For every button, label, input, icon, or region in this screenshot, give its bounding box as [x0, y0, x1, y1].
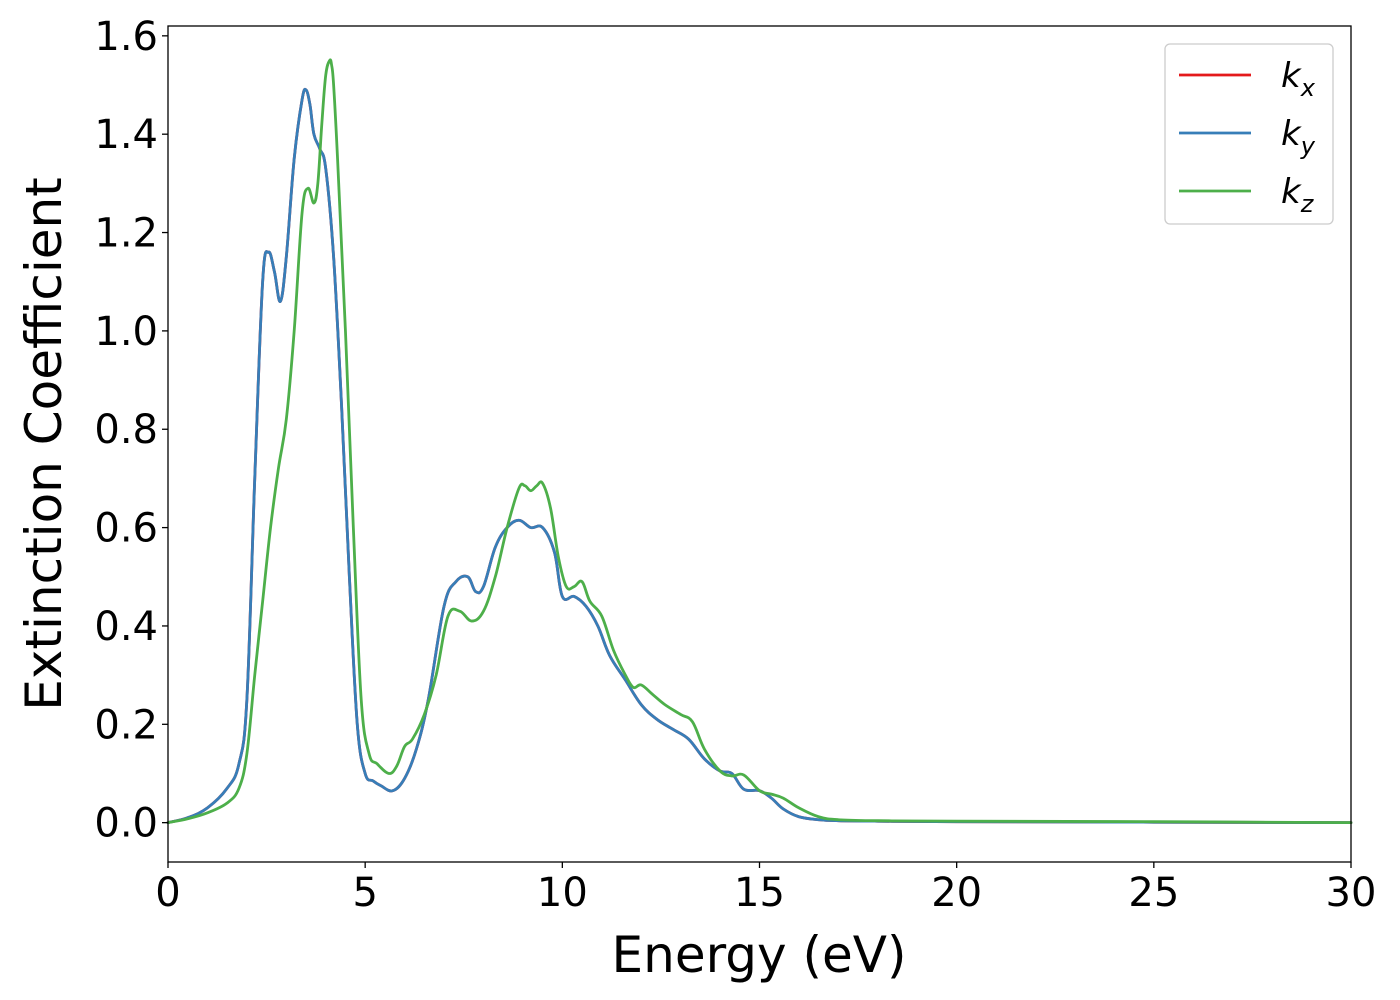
legend-label-y: ky	[1281, 114, 1316, 160]
x-tick-label: 25	[1128, 870, 1179, 916]
series-layer	[166, 58, 1353, 825]
y-tick-label: 1.0	[94, 309, 158, 355]
y-tick-label: 0.8	[94, 407, 158, 453]
y-tick-label: 0.6	[94, 506, 158, 552]
legend-label-z: kz	[1281, 172, 1315, 218]
y-tick-label: 0.4	[94, 604, 158, 650]
y-tick-label: 0.0	[94, 801, 158, 847]
x-tick-label: 20	[931, 870, 982, 916]
x-tick-label: 5	[352, 870, 377, 916]
legend-label-base: k	[1281, 114, 1302, 154]
y-axis-ticks: 0.0 0.2 0.4 0.6 0.8 1.0 1.2 1.4 1.6	[94, 14, 168, 847]
legend-label-x: kx	[1281, 56, 1316, 102]
x-tick-label: 15	[734, 870, 785, 916]
legend-label-base: k	[1281, 172, 1302, 212]
y-tick-label: 1.2	[94, 211, 158, 257]
plot-area	[168, 26, 1351, 862]
series-line-z	[166, 58, 1353, 825]
y-tick-label: 1.6	[94, 14, 158, 60]
x-axis-title: Energy (eV)	[612, 926, 907, 984]
series-line-y	[166, 87, 1353, 825]
legend-label-subscript: y	[1300, 132, 1316, 160]
y-axis-title: Extinction Coefficient	[15, 177, 73, 711]
y-tick-label: 0.2	[94, 702, 158, 748]
x-tick-label: 30	[1326, 870, 1377, 916]
x-tick-label: 10	[537, 870, 588, 916]
y-tick-label: 1.4	[94, 112, 158, 158]
legend-label-subscript: z	[1300, 190, 1315, 218]
legend-label-base: k	[1281, 56, 1302, 96]
x-tick-label: 0	[155, 870, 180, 916]
x-axis-ticks: 0 5 10 15 20 25 30	[155, 862, 1376, 916]
legend-label-subscript: x	[1300, 74, 1316, 102]
